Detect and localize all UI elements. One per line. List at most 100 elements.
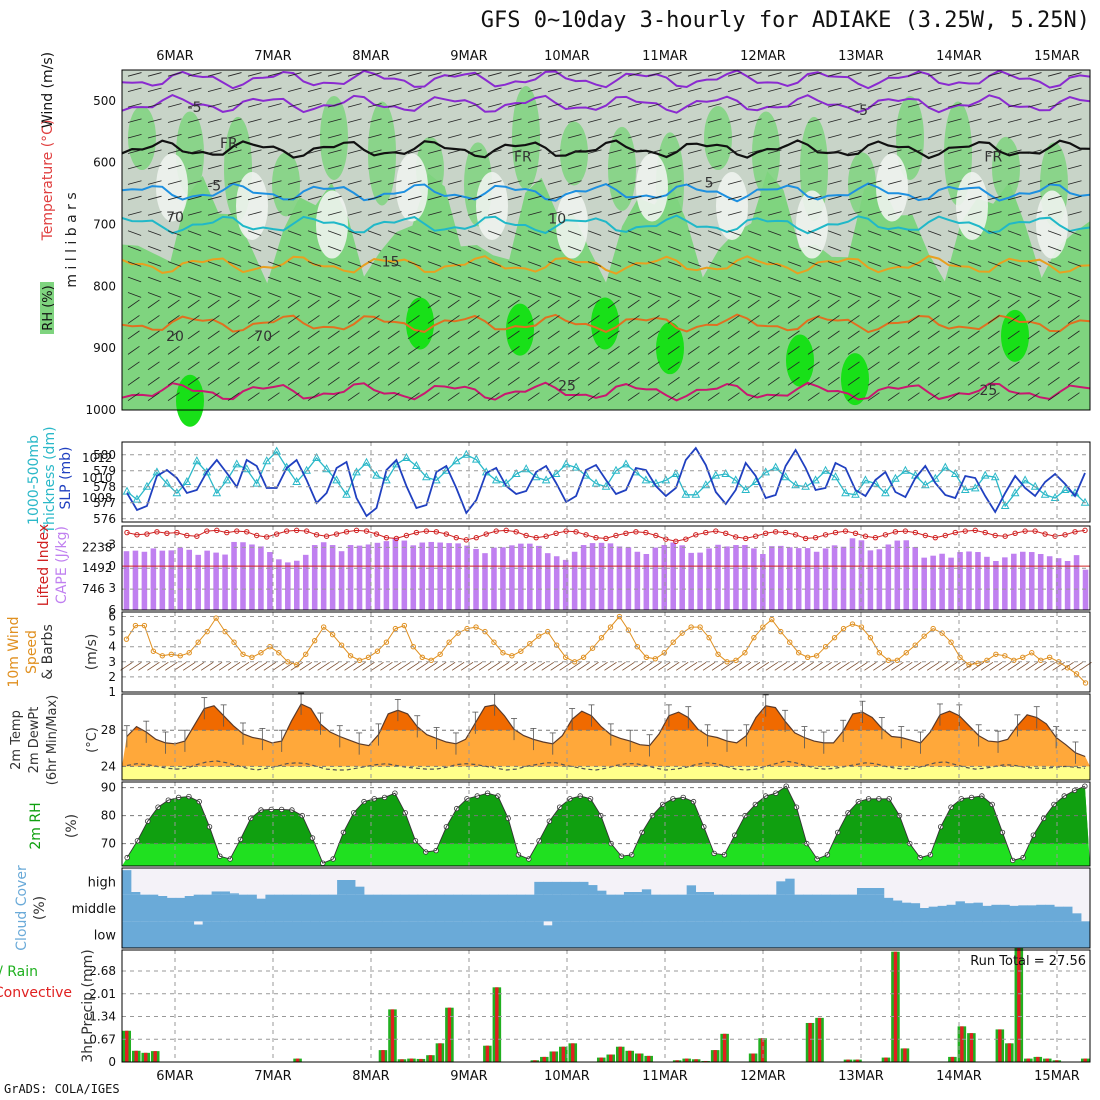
isotherm-line xyxy=(121,139,1091,160)
date-label-top: 6MAR xyxy=(156,49,193,64)
wind-speed-point xyxy=(231,639,237,645)
wind-barb xyxy=(547,103,562,108)
tick-label: -3 xyxy=(104,537,116,551)
thickness-point xyxy=(212,488,222,497)
wind-barb xyxy=(1027,180,1042,185)
wind-barb xyxy=(1016,662,1029,671)
wind-barb xyxy=(787,376,800,386)
wind-barb xyxy=(827,133,842,139)
wind-barb xyxy=(387,149,402,154)
wind-barb xyxy=(767,315,780,324)
wind-barb xyxy=(467,164,482,170)
wind-barb xyxy=(387,299,400,309)
wind-barb xyxy=(347,361,360,371)
wind-barb xyxy=(317,662,330,671)
wind-barb xyxy=(447,392,460,402)
wind-barb xyxy=(447,330,460,340)
wind-barb xyxy=(1052,662,1065,671)
cloud-cell xyxy=(1081,921,1091,948)
precip-convective-bar xyxy=(618,1046,622,1062)
cloud-cell xyxy=(139,921,150,948)
precip-convective-bar xyxy=(400,1059,404,1062)
wind-speed-point xyxy=(867,634,874,641)
wind-barb xyxy=(167,149,182,154)
wind-barb xyxy=(867,292,882,298)
cloud-cell xyxy=(641,894,652,922)
wind-barb xyxy=(1007,330,1020,340)
wind-barb xyxy=(953,662,967,671)
cloud-cell xyxy=(597,921,607,948)
wind-barb xyxy=(287,330,300,340)
cape-bar xyxy=(527,543,533,610)
axis-label: 3hr Precip (mm) xyxy=(80,949,96,1062)
wind-barb xyxy=(907,315,920,324)
wind-barb xyxy=(427,361,440,371)
wind-speed-point xyxy=(249,654,255,660)
wind-barb xyxy=(496,662,510,671)
wind-barb xyxy=(467,149,482,154)
cloud-cell xyxy=(355,894,365,922)
rh-dry-patch xyxy=(636,153,668,222)
wind-barb xyxy=(347,118,362,123)
wind-barb xyxy=(567,87,582,93)
wind-barb xyxy=(367,261,382,267)
cloud-cell xyxy=(310,894,320,922)
cloud-cell xyxy=(579,881,589,895)
cape-bar xyxy=(1064,561,1071,610)
cape-bar xyxy=(276,559,282,610)
wind-barb xyxy=(287,245,302,252)
thickness-point xyxy=(222,475,232,484)
cloud-cell xyxy=(435,921,446,948)
precip-convective-bar xyxy=(533,1060,537,1062)
wind-barb xyxy=(127,87,142,93)
cape-bar xyxy=(1073,555,1080,610)
wind-barb xyxy=(227,261,242,267)
wind-barb xyxy=(707,346,720,355)
cape-bar xyxy=(401,540,408,610)
wind-barb xyxy=(607,261,622,267)
wind-barb xyxy=(727,361,740,371)
cloud-cell xyxy=(677,921,688,948)
wind-barb xyxy=(347,292,362,298)
axis-label: (m/s) xyxy=(84,634,100,671)
wind-barb xyxy=(507,315,520,324)
wind-barb xyxy=(587,118,602,123)
wind-barb xyxy=(647,72,662,77)
wind-barb xyxy=(267,72,282,77)
wind-barb xyxy=(327,103,342,108)
tick-label: 3 xyxy=(108,581,116,595)
wind-barb xyxy=(987,361,1000,371)
wind-barb xyxy=(707,87,722,93)
cloud-cell xyxy=(1009,905,1019,922)
wind-barb xyxy=(447,261,462,267)
wind-barb xyxy=(647,346,660,355)
wind-barb xyxy=(307,149,322,154)
wind-speed-point xyxy=(706,634,712,641)
thickness-point xyxy=(342,489,351,498)
wind-barb xyxy=(967,133,982,139)
cape-bar xyxy=(159,550,166,610)
thickness-point xyxy=(811,475,820,484)
wind-barb xyxy=(447,149,462,154)
wind-barb xyxy=(707,195,722,201)
wind-speed-point xyxy=(509,653,515,659)
wind-speed-point xyxy=(276,650,282,656)
cloud-cell xyxy=(659,921,670,948)
wind-barb xyxy=(887,72,902,77)
lifted-point xyxy=(583,532,589,538)
wind-barb xyxy=(447,103,462,108)
tick-label: 2.01 xyxy=(89,987,116,1001)
wind-barb xyxy=(847,376,860,386)
wind-barb xyxy=(607,299,620,309)
axis-label: & Barbs xyxy=(40,624,56,680)
cloud-cell xyxy=(803,894,813,922)
thickness-point xyxy=(152,467,162,476)
wind-speed-point xyxy=(598,634,605,641)
wind-barb xyxy=(567,261,582,267)
wind-barb xyxy=(967,315,980,324)
wind-barb xyxy=(987,315,1000,324)
isotherm-line xyxy=(121,313,1091,334)
wind-barb xyxy=(867,315,880,324)
cloud-cell xyxy=(364,921,374,948)
